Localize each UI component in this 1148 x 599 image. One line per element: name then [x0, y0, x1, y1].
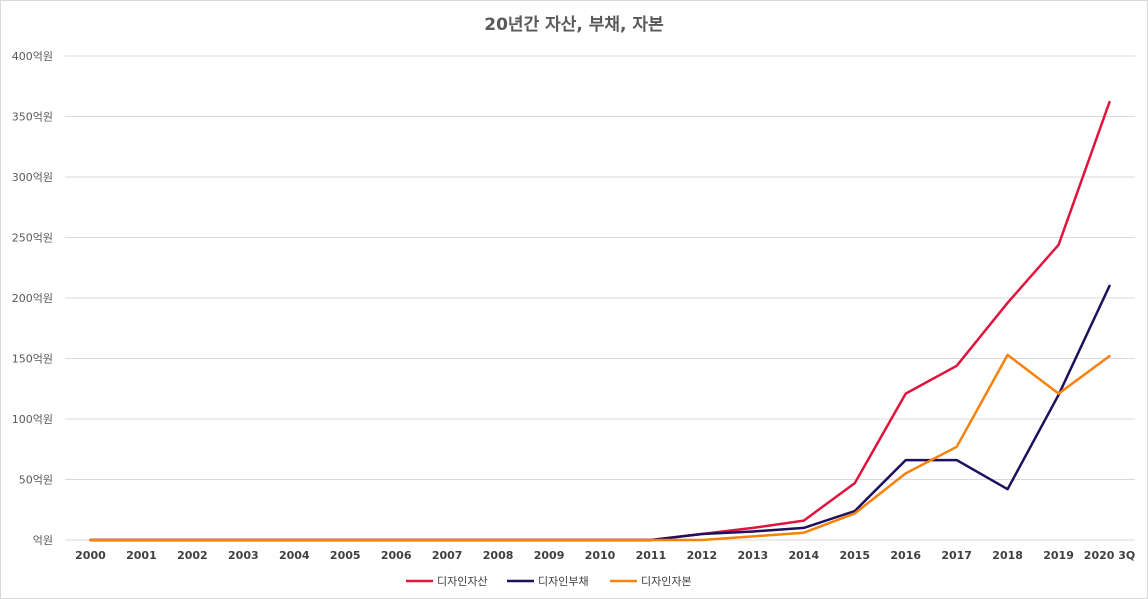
- chart-title: 20년간 자산, 부채, 자본: [484, 15, 664, 35]
- x-tick-label: 2016: [890, 549, 921, 562]
- y-tick-label: 50억원: [19, 474, 53, 487]
- legend-label: 디자인자본: [641, 575, 692, 588]
- x-tick-label: 2006: [381, 549, 412, 562]
- y-tick-label: 억원: [33, 534, 53, 547]
- series-line-1: [89, 100, 1111, 542]
- legend-label: 디자인부채: [538, 575, 589, 588]
- series-line-3: [89, 353, 1111, 542]
- x-tick-label: 2018: [992, 549, 1023, 562]
- y-tick-label: 200억원: [12, 292, 53, 305]
- x-tick-label: 2019: [1043, 549, 1074, 562]
- x-tick-label: 2020 3Q: [1084, 549, 1135, 562]
- series-lines: [89, 100, 1111, 542]
- series-line-2: [89, 284, 1111, 542]
- x-axis-ticks: 2000 2001 2002 2003 2004 2005 2006 2007 2008 2009…: [75, 549, 1135, 562]
- x-tick-label: 2009: [534, 549, 565, 562]
- legend: 디자인자산 디자인부채 디자인자본: [406, 575, 692, 588]
- x-tick-label: 2007: [432, 549, 463, 562]
- x-tick-label: 2013: [738, 549, 769, 562]
- x-tick-label: 2001: [126, 549, 157, 562]
- y-tick-label: 400억원: [12, 50, 53, 63]
- x-tick-label: 2000: [75, 549, 106, 562]
- x-tick-label: 2011: [636, 549, 667, 562]
- y-tick-label: 100억원: [12, 413, 53, 426]
- x-tick-label: 2008: [483, 549, 514, 562]
- x-tick-label: 2012: [687, 549, 718, 562]
- x-tick-label: 2010: [585, 549, 616, 562]
- x-tick-label: 2005: [330, 549, 361, 562]
- x-tick-label: 2003: [228, 549, 259, 562]
- y-axis-ticks: 억원 50억원 100억원 150억원 200억원 250억원 300억원 350억원 400억…: [12, 50, 53, 547]
- y-tick-label: 350억원: [12, 111, 53, 124]
- y-tick-label: 250억원: [12, 232, 53, 245]
- x-tick-label: 2004: [279, 549, 310, 562]
- x-tick-label: 2014: [788, 549, 819, 562]
- legend-label: 디자인자산: [437, 575, 488, 588]
- gridlines: [65, 55, 1135, 541]
- x-tick-label: 2002: [177, 549, 208, 562]
- x-tick-label: 2017: [941, 549, 972, 562]
- x-tick-label: 2015: [839, 549, 870, 562]
- y-tick-label: 300억원: [12, 171, 53, 184]
- y-tick-label: 150억원: [12, 353, 53, 366]
